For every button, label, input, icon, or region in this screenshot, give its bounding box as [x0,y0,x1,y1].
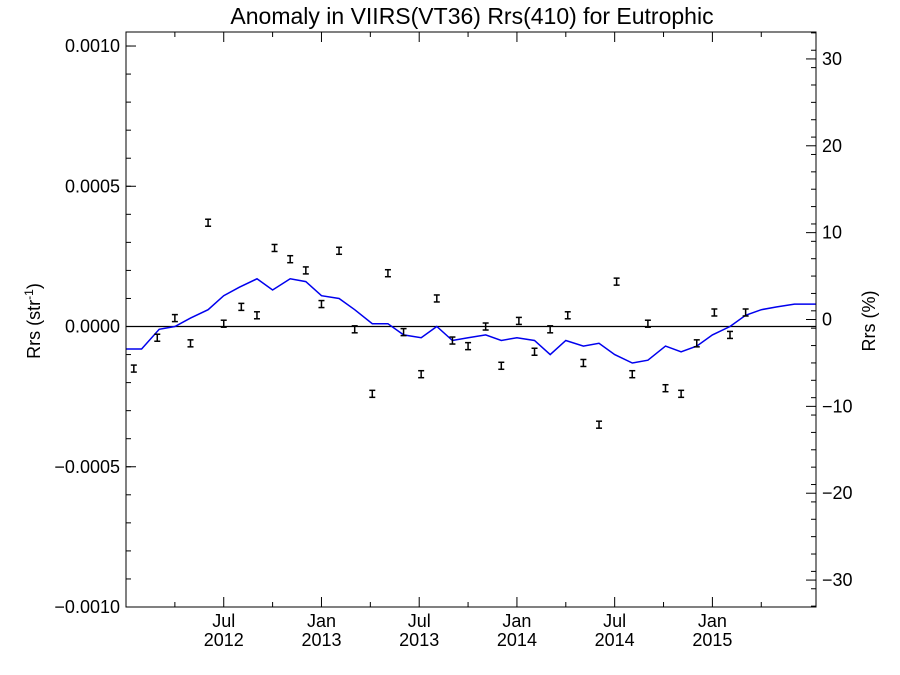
data-point [238,302,245,312]
y-tick-label-left: −0.0005 [54,457,120,477]
data-point [564,311,571,320]
data-point [318,299,325,309]
y-tick-label-right: −30 [822,570,853,590]
data-point [302,266,309,275]
data-point [400,327,407,337]
data-point [351,325,358,334]
data-point [678,389,685,399]
x-tick-label-month: Jul [603,611,626,631]
y-tick-label-left: 0.0000 [65,317,120,337]
data-point [531,347,538,357]
data-point [449,336,456,345]
data-point [433,294,440,303]
data-point [187,339,194,348]
axes-layer: −0.0010 −0.0005 0.0000 0.0005 0.0010 −30 −20 −1… [54,32,853,650]
data-point [726,330,733,340]
y-tick-label-left: 0.0010 [65,36,120,56]
data-point [130,364,137,373]
data-point [547,325,554,334]
x-tick-label-year: 2012 [204,630,244,650]
data-point [287,254,294,264]
x-tick-label-year: 2015 [692,630,732,650]
x-tick-label-year: 2013 [301,630,341,650]
x-tick-label-month: Jan [502,611,531,631]
plot-frame [125,31,817,608]
data-point [384,268,391,278]
y-axis-title-left-main: Rrs (str [24,300,44,359]
y-axis-title-right: Rrs (%) [859,291,879,352]
y-axis-title-left-end: ) [24,283,44,289]
y-tick-label-right: 30 [822,49,842,69]
data-point [253,311,260,320]
data-point [418,369,425,379]
data-point [580,358,587,368]
svg-text:Rrs (str-1): Rrs (str-1) [22,283,44,359]
data-point [644,319,651,328]
data-point [662,383,669,393]
y-tick-label-right: 0 [822,310,832,330]
chart-title: Anomaly in VIIRS(VT36) Rrs(410) for Eutr… [230,3,713,29]
x-tick-label-year: 2013 [399,630,439,650]
x-tick-label-month: Jan [307,611,336,631]
y-tick-label-right: −10 [822,396,853,416]
data-point [515,316,522,326]
x-tick-label-month: Jul [212,611,235,631]
data-point [336,246,343,256]
y-tick-label-left: −0.0010 [54,597,120,617]
y-tick-label-right: 10 [822,223,842,243]
data-point [711,308,718,317]
data-point [742,308,749,317]
data-point [596,420,603,429]
data-point [369,389,376,399]
data-point [465,341,472,351]
y-tick-label-left: 0.0005 [65,176,120,196]
y-axis-title-left-sup: -1 [22,289,36,300]
data-point [482,322,489,331]
y-tick-label-right: −20 [822,483,853,503]
data-point [220,319,227,328]
data-point [629,369,636,379]
x-tick-label-year: 2014 [595,630,635,650]
data-point [205,218,212,227]
data-points-layer [130,218,749,429]
data-point [693,339,700,348]
x-tick-label-month: Jan [698,611,727,631]
data-point [154,333,161,342]
data-point [171,313,178,323]
x-tick-label-month: Jul [408,611,431,631]
data-point [498,361,505,371]
data-point [613,277,620,286]
x-tick-label-year: 2014 [497,630,537,650]
y-axis-title-left: Rrs (str-1) [22,283,44,359]
data-point [271,243,278,253]
y-tick-label-right: 20 [822,136,842,156]
